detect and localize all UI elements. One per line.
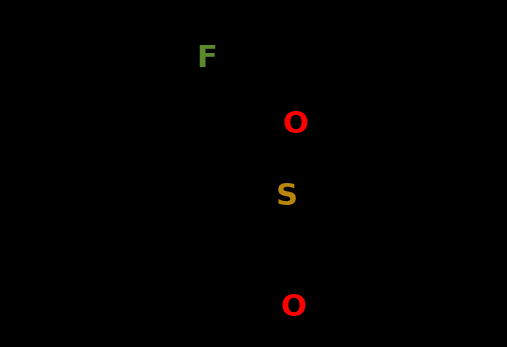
Text: F: F [196,44,217,74]
Text: O: O [280,293,306,322]
Text: S: S [275,181,298,211]
Text: O: O [282,110,308,139]
